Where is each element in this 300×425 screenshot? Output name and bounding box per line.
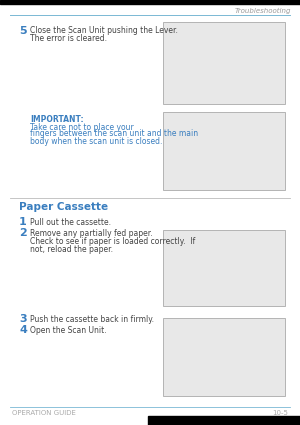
Text: Close the Scan Unit pushing the Lever.: Close the Scan Unit pushing the Lever. [30, 26, 178, 35]
Bar [163, 22, 285, 104]
Text: OPERATION GUIDE: OPERATION GUIDE [12, 410, 76, 416]
Text: The error is cleared.: The error is cleared. [30, 34, 107, 43]
Bar [163, 230, 285, 306]
Bar [0, 0, 300, 4]
Bar [163, 318, 285, 396]
Text: not, reload the paper.: not, reload the paper. [30, 244, 113, 253]
Text: 4: 4 [19, 325, 27, 335]
Text: Remove any partially fed paper.: Remove any partially fed paper. [30, 229, 153, 238]
Bar [148, 416, 300, 425]
Text: Open the Scan Unit.: Open the Scan Unit. [30, 326, 106, 335]
Text: Pull out the cassette.: Pull out the cassette. [30, 218, 111, 227]
Text: body when the scan unit is closed.: body when the scan unit is closed. [30, 136, 162, 145]
Bar [163, 112, 285, 190]
Text: fingers between the scan unit and the main: fingers between the scan unit and the ma… [30, 130, 198, 139]
Text: 5: 5 [19, 26, 27, 36]
Text: Troubleshooting: Troubleshooting [235, 7, 291, 14]
Text: 3: 3 [19, 314, 27, 324]
Text: 2: 2 [19, 228, 27, 238]
Text: IMPORTANT:: IMPORTANT: [30, 115, 84, 124]
Text: 10-5: 10-5 [272, 410, 288, 416]
Text: Take care not to place your: Take care not to place your [30, 122, 134, 131]
Text: Paper Cassette: Paper Cassette [19, 202, 108, 212]
Text: Check to see if paper is loaded correctly.  If: Check to see if paper is loaded correctl… [30, 237, 195, 246]
Text: 1: 1 [19, 217, 27, 227]
Text: Push the cassette back in firmly.: Push the cassette back in firmly. [30, 315, 154, 324]
